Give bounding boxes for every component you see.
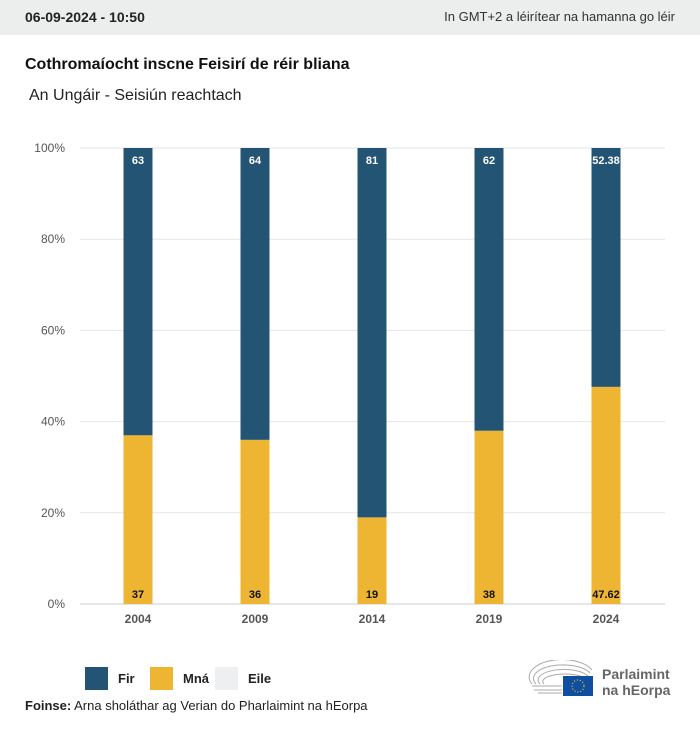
- y-tick-label: 60%: [41, 323, 65, 337]
- legend: Fir Mná Eile: [85, 667, 280, 690]
- legend-label: Eile: [248, 671, 272, 686]
- data-label: 36: [249, 589, 261, 601]
- legend-item-fir[interactable]: Fir: [85, 667, 150, 690]
- data-label: 62: [483, 155, 495, 167]
- legend-swatch: [85, 667, 108, 690]
- legend-item-eile[interactable]: Eile: [215, 667, 280, 690]
- bar-mna: [474, 430, 504, 604]
- x-tick-label: 2024: [593, 612, 620, 626]
- data-label: 19: [366, 589, 378, 601]
- x-tick-label: 2014: [359, 612, 386, 626]
- bar-fir: [474, 148, 504, 431]
- x-tick-label: 2019: [476, 612, 503, 626]
- source-note: Foinse: Arna sholáthar ag Verian do Phar…: [25, 698, 368, 713]
- bar-fir: [240, 148, 270, 440]
- bar-fir: [357, 148, 387, 518]
- european-parliament-logo: [528, 660, 593, 696]
- legend-swatch: [215, 667, 238, 690]
- data-label: 47.62: [592, 589, 620, 601]
- y-tick-label: 0%: [48, 597, 66, 611]
- legend-swatch: [150, 667, 173, 690]
- bar-mna: [357, 517, 387, 604]
- x-tick-label: 2004: [125, 612, 152, 626]
- data-label: 64: [249, 155, 262, 167]
- logo-line2: na hEorpa: [602, 682, 671, 698]
- bar-mna: [240, 439, 270, 604]
- date-time: 06-09-2024 - 10:50: [25, 9, 145, 25]
- legend-label: Mná: [183, 671, 209, 686]
- x-tick-label: 2009: [242, 612, 269, 626]
- y-tick-label: 20%: [41, 506, 65, 520]
- top-bar: 06-09-2024 - 10:50 In GMT+2 a léirítear …: [0, 0, 700, 35]
- bar-mna: [591, 386, 621, 604]
- data-label: 37: [132, 589, 144, 601]
- data-label: 38: [483, 589, 495, 601]
- y-tick-label: 40%: [41, 415, 65, 429]
- y-tick-label: 80%: [41, 232, 65, 246]
- logo-text: Parlaimint na hEorpa: [602, 666, 670, 698]
- bar-mna: [123, 435, 153, 604]
- bar-fir: [123, 148, 153, 436]
- legend-item-mna[interactable]: Mná: [150, 667, 215, 690]
- legend-label: Fir: [118, 671, 135, 686]
- logo-line1: Parlaimint: [602, 666, 670, 682]
- chart: 0% 20% 40% 60% 80% 100% 37 63 2004 36 64 2009 19 81 20…: [34, 141, 665, 626]
- data-label: 52.38: [592, 155, 620, 167]
- timezone-note: In GMT+2 a léirítear na hamanna go léir: [444, 9, 675, 24]
- source-text: Arna sholáthar ag Verian do Pharlaimint …: [71, 698, 368, 713]
- chart-subtitle: An Ungáir - Seisiún reachtach: [29, 87, 242, 104]
- bar-fir: [591, 148, 621, 387]
- y-tick-label: 100%: [34, 141, 65, 155]
- source-label: Foinse:: [25, 698, 72, 713]
- chart-title: Cothromaíocht inscne Feisirí de réir bli…: [25, 56, 350, 73]
- data-label: 63: [132, 155, 144, 167]
- data-label: 81: [366, 155, 378, 167]
